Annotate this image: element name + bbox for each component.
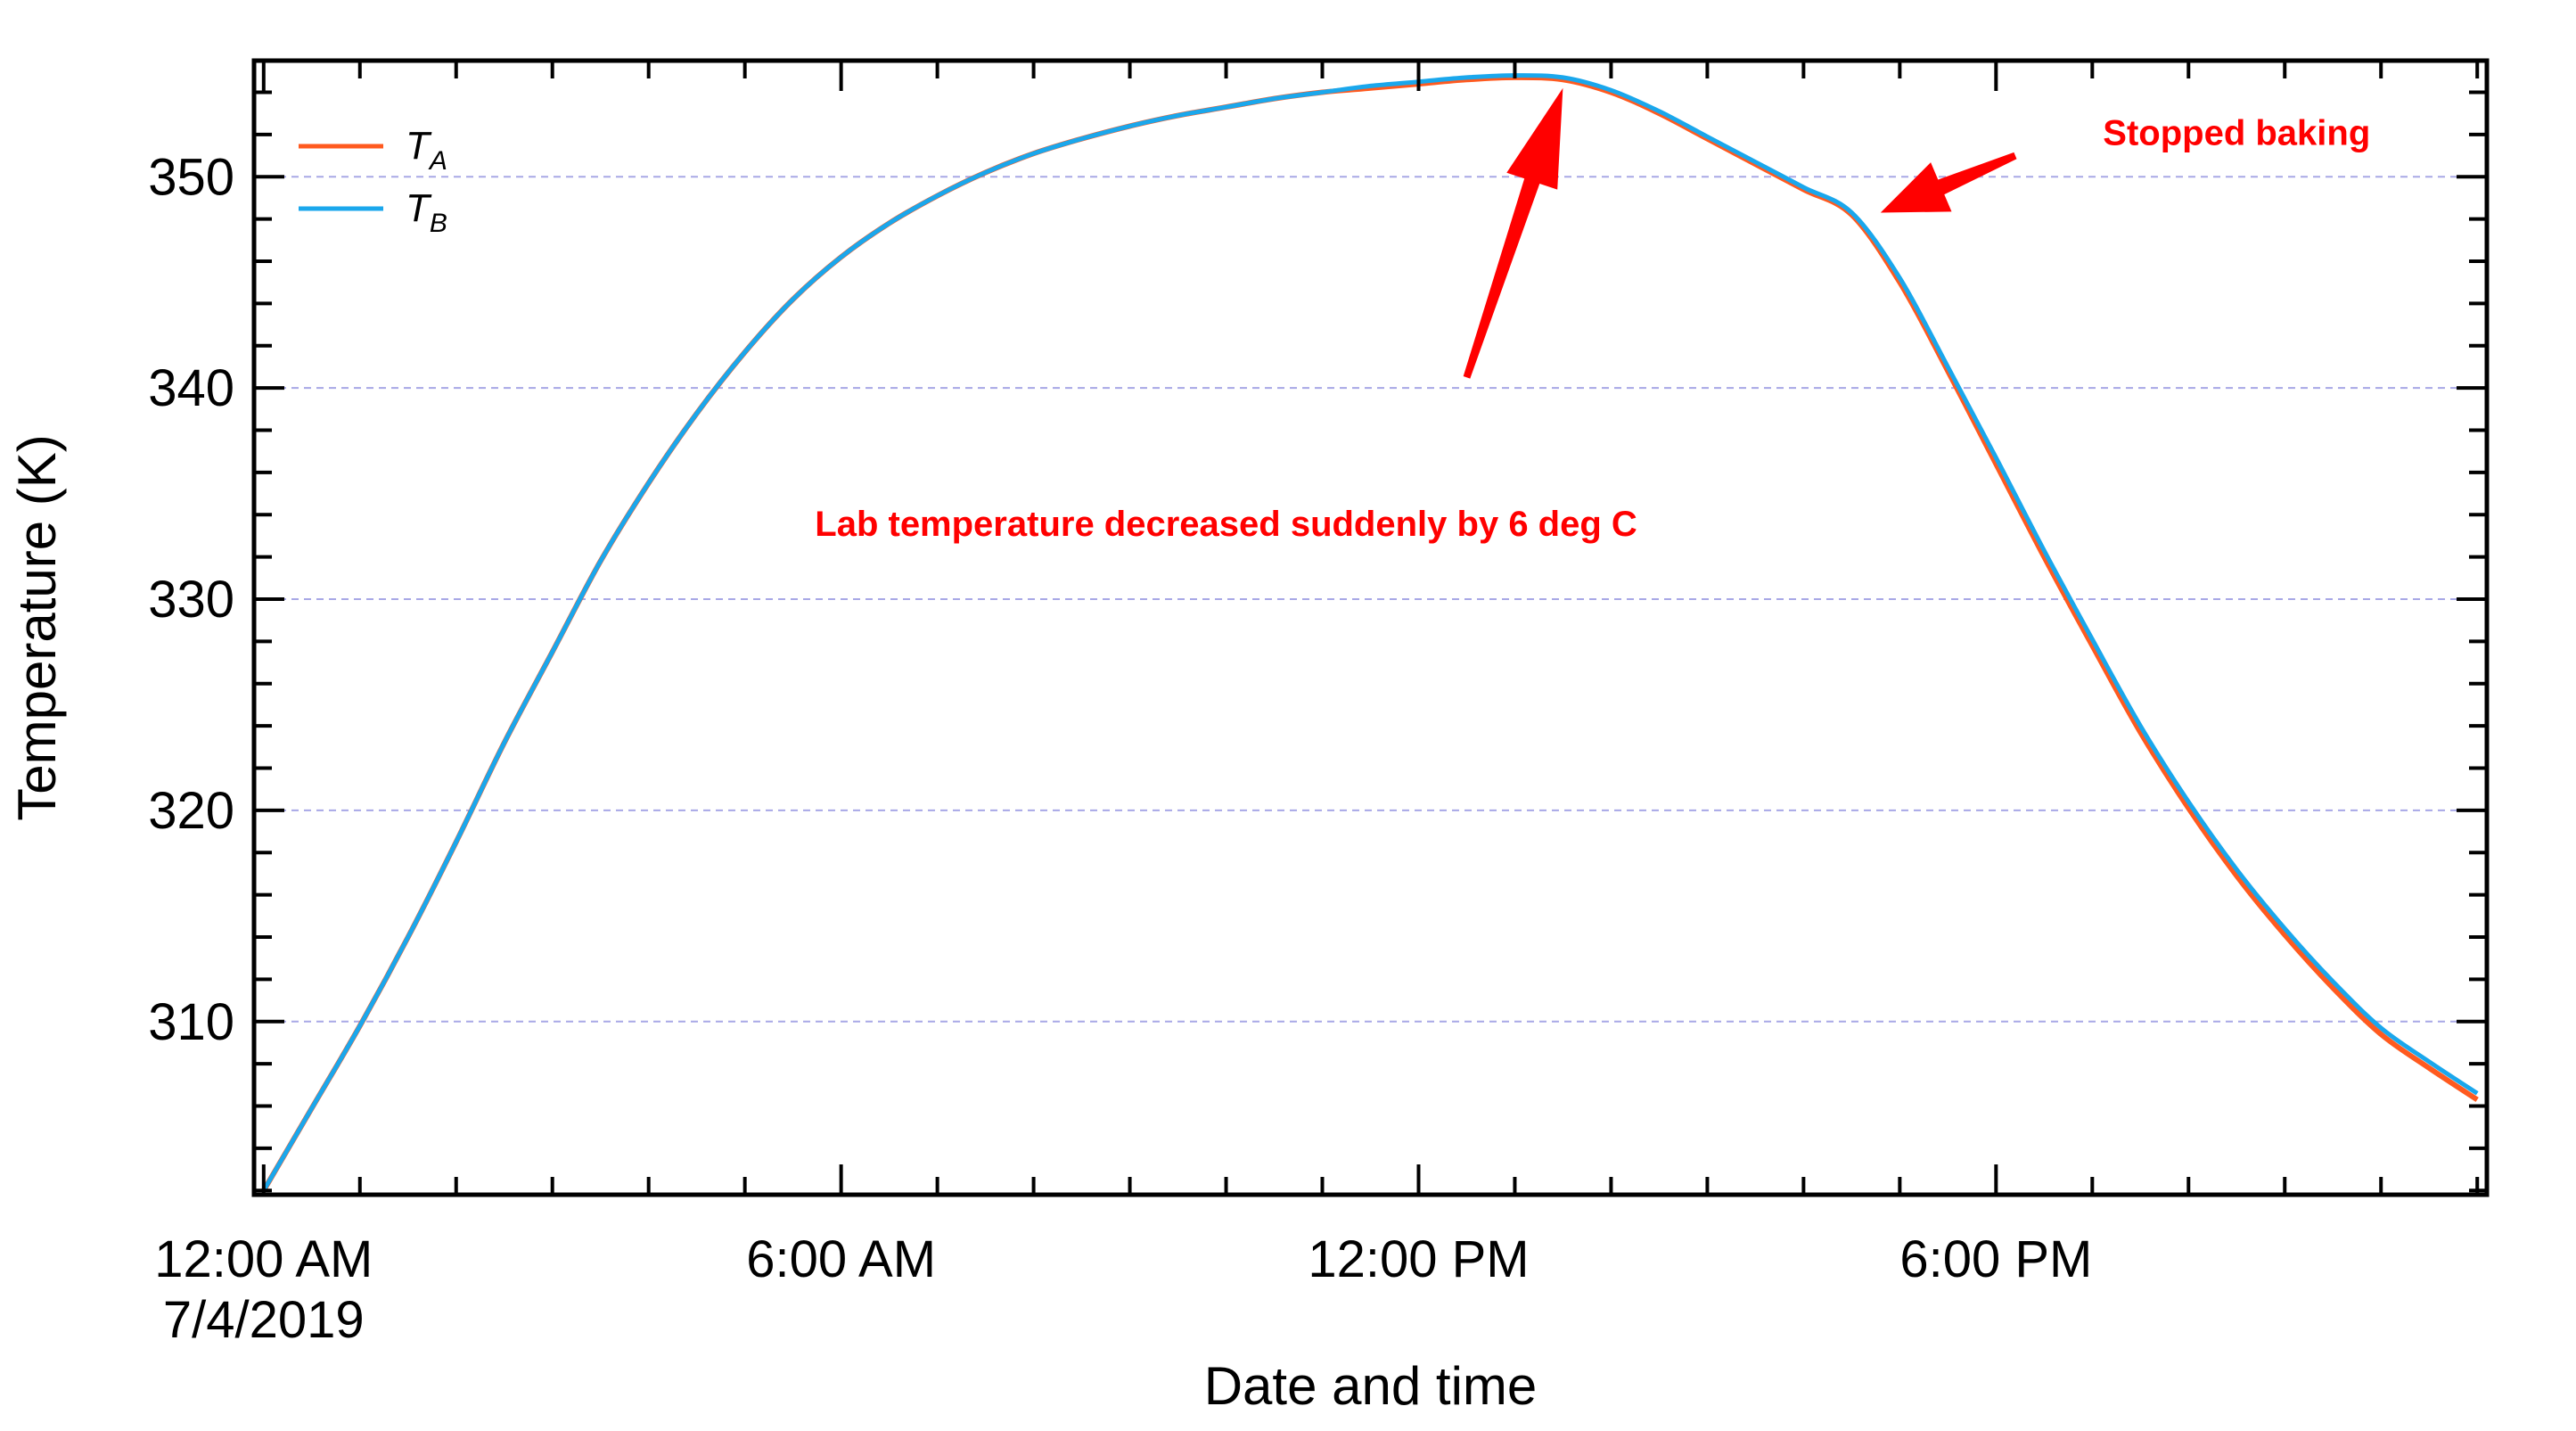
annotations: Lab temperature decreased suddenly by 6 … [815, 87, 2370, 544]
y-tick-label: 310 [148, 993, 234, 1051]
annotation-text: Lab temperature decreased suddenly by 6 … [815, 505, 1637, 544]
x-tick-label: 12:00 PM [1308, 1230, 1529, 1288]
legend-label: TB [406, 186, 447, 238]
legend-label: TA [406, 124, 447, 176]
y-tick-label: 320 [148, 782, 234, 840]
y-tick-label: 330 [148, 571, 234, 629]
x-axis-title: Date and time [1204, 1356, 1538, 1416]
x-tick-label: 6:00 AM [746, 1230, 936, 1288]
grid-lines [254, 176, 2487, 1023]
plot-frame [251, 58, 2490, 1197]
series-lines [261, 73, 2479, 1192]
x-tick-label: 6:00 PM [1899, 1230, 2092, 1288]
tick-labels: 310 320 330 340 350 12:00 AM7/4/2019 6:00 AM 12… [148, 148, 2092, 1349]
y-tick-label: 340 [148, 359, 234, 417]
annotation-arrow [1880, 152, 2017, 213]
series-line-TA [261, 74, 2479, 1192]
annotation-text: Stopped baking [2103, 114, 2370, 153]
x-tick-label: 12:00 AM [154, 1230, 373, 1288]
y-axis-title: Temperature (K) [7, 434, 67, 820]
legend: TA TB [299, 124, 447, 238]
x-tick-label-date: 7/4/2019 [163, 1291, 365, 1349]
axis-ticks [254, 61, 2487, 1195]
annotation-arrow [1463, 87, 1563, 379]
y-tick-label: 350 [148, 148, 234, 206]
series-line-TB [261, 73, 2479, 1192]
